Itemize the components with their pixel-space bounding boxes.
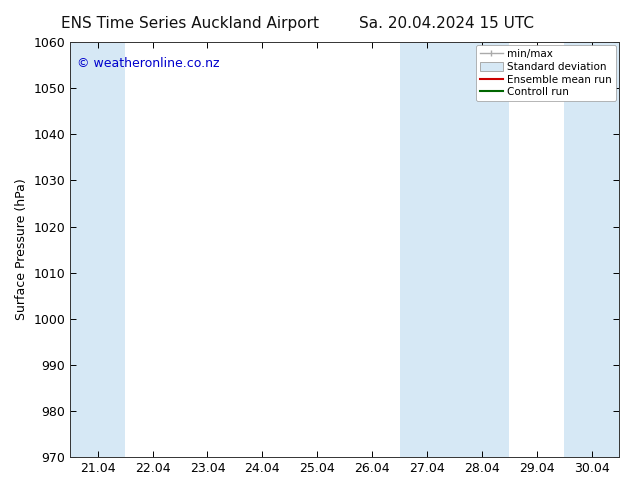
Bar bbox=[455, 42, 509, 457]
Bar bbox=[399, 42, 455, 457]
Legend: min/max, Standard deviation, Ensemble mean run, Controll run: min/max, Standard deviation, Ensemble me… bbox=[476, 45, 616, 101]
Y-axis label: Surface Pressure (hPa): Surface Pressure (hPa) bbox=[15, 179, 28, 320]
Bar bbox=[70, 42, 125, 457]
Text: © weatheronline.co.nz: © weatheronline.co.nz bbox=[77, 56, 219, 70]
Text: Sa. 20.04.2024 15 UTC: Sa. 20.04.2024 15 UTC bbox=[359, 16, 534, 31]
Bar bbox=[564, 42, 619, 457]
Text: ENS Time Series Auckland Airport: ENS Time Series Auckland Airport bbox=[61, 16, 319, 31]
